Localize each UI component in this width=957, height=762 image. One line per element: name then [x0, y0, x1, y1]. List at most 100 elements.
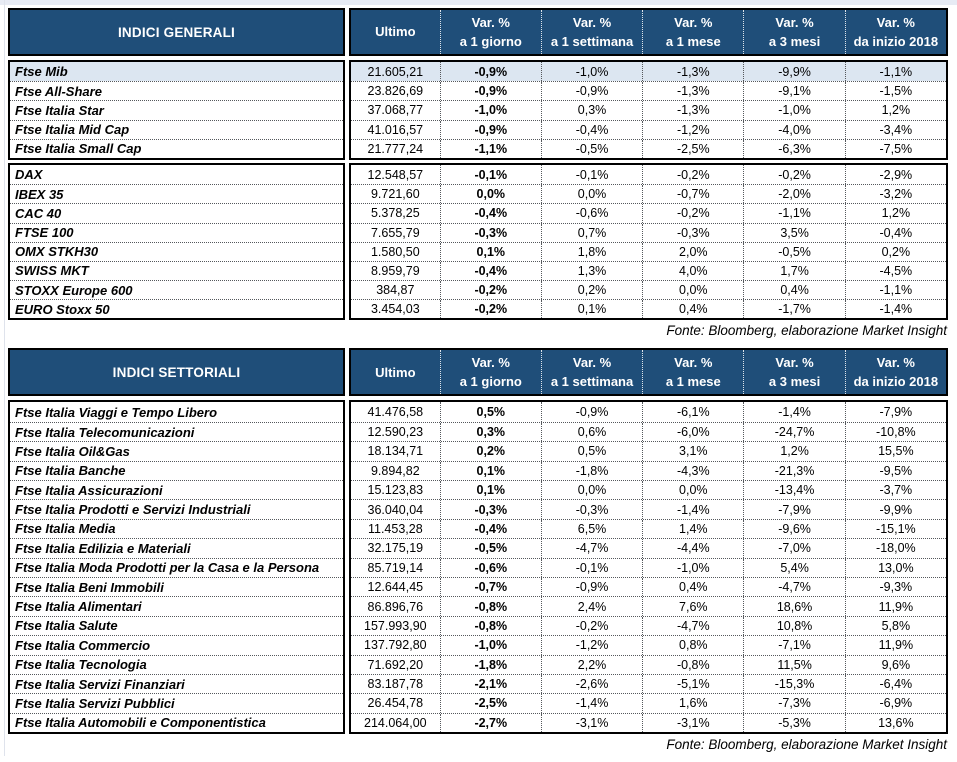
column-header-ultimo: Ultimo: [351, 350, 440, 394]
data-header: Ultimo Var. % a 1 giorno Var. % a 1 sett…: [349, 348, 948, 397]
var-value: -4,3%: [642, 461, 743, 480]
table-row: 8.959,79 -0,4% 1,3% 4,0% 1,7% -4,5%: [351, 260, 946, 281]
var-value: -1,7%: [743, 300, 844, 319]
var-value: 0,7%: [540, 223, 642, 242]
var-value: -0,6%: [540, 204, 642, 223]
var-value: -1,4%: [743, 402, 844, 422]
table-row: 137.792,80 -1,0% -1,2% 0,8% -7,1% 11,9%: [351, 635, 946, 655]
table-row: 23.826,69 -0,9% -0,9% -1,3% -9,1% -1,5%: [351, 81, 946, 101]
table-row: 36.040,04 -0,3% -0,3% -1,4% -7,9% -9,9%: [351, 499, 946, 519]
var-value: -5,1%: [642, 674, 743, 694]
var-value: -4,7%: [743, 577, 844, 597]
var-value: 2,4%: [540, 597, 642, 616]
var-value: 0,3%: [439, 422, 541, 442]
var-value: -24,7%: [743, 422, 844, 442]
var-value: -0,6%: [439, 558, 541, 577]
var-value: -1,1%: [844, 62, 946, 82]
var-value: -1,4%: [540, 694, 642, 713]
var-sublabel: a 1 settimana: [550, 34, 634, 49]
table-header-row: INDICI GENERALI Ultimo Var. % a 1 giorno…: [8, 8, 948, 56]
var-value: -0,8%: [439, 597, 541, 616]
var-value: 1,2%: [844, 101, 946, 120]
var-value: 0,3%: [540, 101, 642, 120]
var-value: -0,4%: [844, 223, 946, 242]
ultimo-value: 41.476,58: [367, 405, 424, 420]
row-label: Ftse Italia Edilizia e Materiali: [10, 538, 343, 557]
row-label: SWISS MKT: [10, 260, 343, 280]
var-sublabel: a 1 mese: [665, 374, 721, 390]
var-value: -0,5%: [439, 539, 541, 558]
var-value: -0,5%: [540, 139, 642, 158]
var-value: 3,5%: [743, 223, 844, 242]
var-value: 11,5%: [743, 655, 844, 674]
var-value: -0,3%: [439, 223, 541, 242]
var-value: -3,4%: [844, 120, 946, 139]
var-value: -0,5%: [743, 242, 844, 261]
table-row: 12.644,45 -0,7% -0,9% 0,4% -4,7% -9,3%: [351, 576, 946, 597]
var-value: 11,9%: [844, 636, 946, 655]
table-row: 11.453,28 -0,4% 6,5% 1,4% -9,6% -15,1%: [351, 518, 946, 539]
row-label: FTSE 100: [10, 222, 343, 242]
table-row: 83.187,78 -2,1% -2,6% -5,1% -15,3% -6,4%: [351, 673, 946, 694]
table-row: 157.993,90 -0,8% -0,2% -4,7% 10,8% 5,8%: [351, 615, 946, 636]
var-value: 0,2%: [844, 242, 946, 261]
var-value: -0,4%: [540, 120, 642, 139]
var-value: 2,2%: [540, 655, 642, 674]
ultimo-value: 5.378,25: [370, 206, 420, 221]
var-value: -0,7%: [439, 577, 541, 597]
var-value: -1,0%: [439, 101, 541, 120]
var-sublabel: a 3 mesi: [768, 34, 821, 49]
var-value: -1,1%: [743, 204, 844, 223]
table-row: 21.605,21 -0,9% -1,0% -1,3% -9,9% -1,1%: [351, 62, 946, 82]
var-label: Var. %: [876, 14, 915, 30]
table-row: 21.777,24 -1,1% -0,5% -2,5% -6,3% -7,5%: [351, 138, 946, 158]
var-value: -9,1%: [743, 82, 844, 101]
var-value: -0,3%: [540, 500, 642, 519]
ultimo-value: 384,87: [376, 283, 415, 298]
var-value: -0,2%: [439, 300, 541, 319]
var-value: 1,8%: [540, 242, 642, 261]
row-label: STOXX Europe 600: [10, 280, 343, 299]
var-value: -6,3%: [743, 139, 844, 158]
var-value: 2,0%: [642, 242, 743, 261]
var-value: -0,4%: [439, 261, 541, 281]
table-block: DAX IBEX 35 CAC 40 FTSE 100 OMX STKH30 SWISS …: [8, 162, 948, 321]
var-label: Var. %: [572, 14, 612, 30]
row-label: Ftse Italia Servizi Pubblici: [10, 693, 343, 712]
table-row: 9.894,82 0,1% -1,8% -4,3% -21,3% -9,5%: [351, 460, 946, 480]
index-values-column: 12.548,57 -0,1% -0,1% -0,2% -0,2% -2,9% 9.721,…: [349, 162, 948, 321]
var-sublabel: a 3 mesi: [768, 374, 821, 390]
var-label: Var. %: [572, 354, 612, 370]
table-row: 1.580,50 0,1% 1,8% 2,0% -0,5% 0,2%: [351, 241, 946, 261]
var-value: -21,3%: [743, 461, 844, 480]
var-value: -2,7%: [439, 713, 541, 733]
column-header-var-1-settimana: Var. % a 1 settimana: [540, 350, 642, 395]
var-value: -2,5%: [439, 694, 541, 713]
var-sublabel: a 1 mese: [665, 34, 721, 49]
var-value: -6,4%: [844, 674, 946, 694]
var-value: -0,2%: [642, 164, 743, 185]
var-value: -18,0%: [844, 539, 946, 558]
table-block: Ftse Italia Viaggi e Tempo Libero Ftse It…: [8, 400, 948, 735]
var-value: -6,9%: [844, 694, 946, 713]
var-value: 1,2%: [844, 204, 946, 223]
row-label: Ftse Italia Banche: [10, 460, 343, 480]
var-label: Var. %: [775, 354, 814, 370]
ultimo-value: 8.959,79: [370, 263, 420, 278]
var-value: -0,9%: [439, 82, 541, 101]
table-row: 71.692,20 -1,8% 2,2% -0,8% 11,5% 9,6%: [351, 654, 946, 674]
var-value: 0,0%: [642, 481, 743, 500]
var-value: -15,3%: [743, 674, 844, 694]
row-label: Ftse Italia Prodotti e Servizi Industria…: [10, 499, 343, 518]
table-body: Ftse Italia Viaggi e Tempo Libero Ftse It…: [8, 400, 948, 735]
var-value: -9,3%: [844, 577, 946, 597]
index-values-column: 21.605,21 -0,9% -1,0% -1,3% -9,9% -1,1% 23.826…: [349, 60, 948, 160]
row-label: Ftse Italia Commercio: [10, 635, 343, 654]
var-value: -7,3%: [743, 694, 844, 713]
column-header-label: Ultimo: [375, 364, 416, 380]
var-value: 0,2%: [540, 281, 642, 300]
ultimo-value: 12.644,45: [367, 580, 424, 595]
var-value: 0,8%: [642, 636, 743, 655]
ultimo-value: 36.040,04: [367, 502, 424, 517]
var-value: -2,6%: [540, 674, 642, 694]
